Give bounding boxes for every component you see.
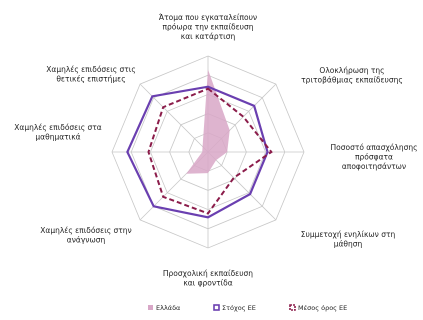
axis-label: τριτοβάθμιας εκπαίδευσης [301,76,403,85]
legend-swatch [213,304,220,311]
axis-label: μαθηματικά [35,133,80,142]
series-3-line [147,87,273,215]
axis-label: Ολοκλήρωση της [319,66,384,75]
axis-label: Συμμετοχή ενηλίκων στη [301,230,396,239]
axis-label: Χαμηλές επιδόσεις στις [46,65,136,74]
axis-label: πρόωρα την εκπαίδευση [162,23,253,32]
axis-label: πρόσφατα [355,153,393,162]
axis-label: Προσχολική εκπαίδευση [163,269,253,278]
legend-label: Στόχος ΕΕ [222,304,256,312]
axis-label: αποφοιτησάντων [342,162,406,171]
axis-label: Άτομα που εγκαταλείπουν [159,13,257,22]
legend-label: Ελλάδα [156,304,180,312]
series-1-area [186,69,230,174]
grid-spoke [207,151,277,221]
grid-spoke [139,83,209,153]
axis-label: και φροντίδα [183,279,232,288]
axis-label: Ποσοστό απασχόλησης [331,143,418,152]
legend-swatch [289,304,296,311]
axis-label: μάθηση [334,240,363,249]
axis-label: Χαμηλές επιδόσεις στα [14,123,102,132]
series-2-line [126,85,269,219]
legend-label: Μέσος όρος ΕΕ [298,304,347,312]
axis-label: και κατάρτιση [181,32,236,41]
axis-label: θετικές επιστήμες [56,75,125,84]
legend-swatch [148,305,153,310]
axis-label: Χαμηλές επιδόσεις στην [40,226,132,235]
axis-label: ανάγνωση [67,236,106,245]
